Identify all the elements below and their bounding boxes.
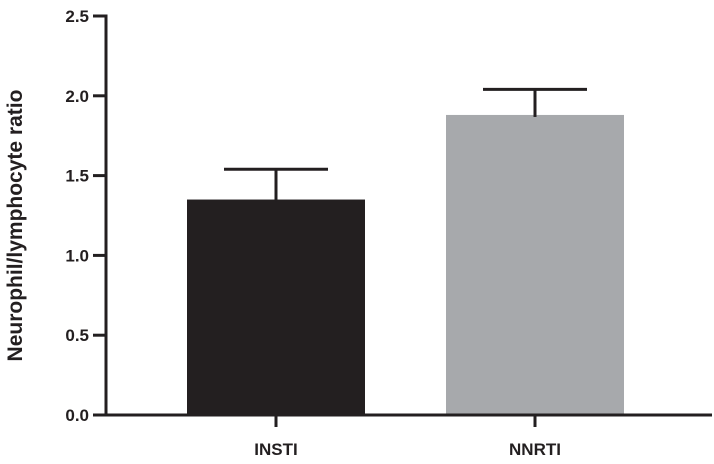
bar-insti (187, 199, 365, 415)
error-bars (224, 87, 587, 202)
y-tick-label: 0.5 (65, 326, 89, 345)
y-axis-ticks: 0.0 0.5 1.0 1.5 2.0 2.5 (65, 7, 106, 425)
x-axis-ticks: INSTI NNRTI (254, 415, 561, 459)
y-tick-label: 1.0 (65, 246, 89, 265)
y-tick-label: 0.0 (65, 406, 89, 425)
y-tick-label: 2.0 (65, 87, 89, 106)
x-tick-label: NNRTI (509, 440, 561, 459)
y-axis-title: Neurophil/lymphocyte ratio (4, 90, 27, 362)
y-tick-label: 1.5 (65, 167, 89, 186)
y-tick-label: 2.5 (65, 7, 89, 26)
bars (187, 114, 624, 416)
bar-nnrti (446, 114, 624, 416)
x-tick-label: INSTI (254, 440, 297, 459)
